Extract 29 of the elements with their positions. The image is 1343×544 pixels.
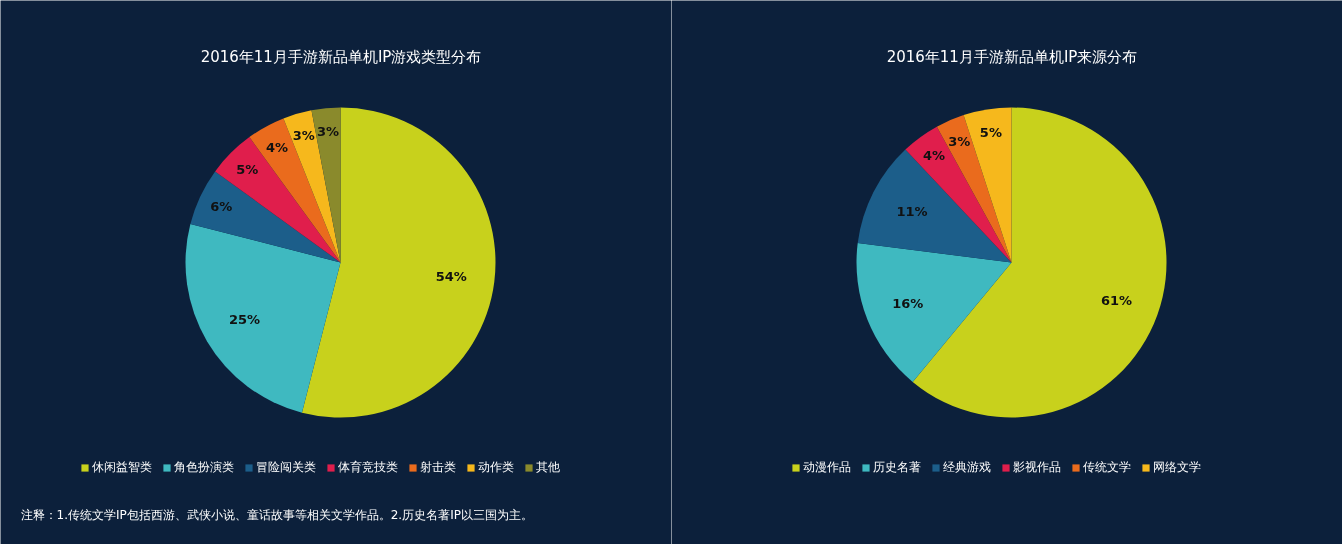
legend-label: 传统文学 (1083, 459, 1131, 476)
data-label: 5% (979, 124, 1002, 140)
legend-label: 冒险闯关类 (256, 459, 316, 476)
legend-label: 射击类 (420, 459, 456, 476)
data-label: 4% (923, 148, 946, 164)
legend-label: 动作类 (478, 459, 514, 476)
legend-label: 影视作品 (1013, 459, 1061, 476)
legend-label: 体育竞技类 (338, 459, 398, 476)
data-label: 11% (896, 204, 928, 220)
text: 注释：1.传统文学IP包括西游、武侠小说、童话故事等相关文学作品。2.历史名著IP以三国为主。 (20, 507, 533, 522)
data-label: 3% (317, 123, 340, 139)
legend-label: 动漫作品 (803, 459, 851, 476)
data-label: 4% (265, 139, 289, 155)
legend-label: 网络文学 (1153, 459, 1201, 476)
legend-label: 角色扮演类 (174, 459, 234, 476)
data-label: 16% (892, 296, 924, 312)
data-label: 25% (228, 311, 261, 327)
legend-label: 其他 (536, 459, 560, 476)
legend-label: 经典游戏 (943, 459, 991, 476)
data-label: 3% (948, 134, 971, 150)
data-label: 3% (292, 128, 315, 144)
data-label: 61% (1100, 292, 1133, 308)
legend-label: 休闲益智类 (92, 459, 152, 476)
chart-title: 2016年11月手游新品单机IP游戏类型分布 (200, 47, 482, 66)
data-label: 54% (435, 268, 467, 284)
chart-title: 2016年11月手游新品单机IP来源分布 (886, 47, 1138, 66)
data-label: 6% (210, 198, 233, 214)
legend-label: 历史名著 (873, 459, 921, 476)
data-label: 5% (236, 161, 259, 177)
